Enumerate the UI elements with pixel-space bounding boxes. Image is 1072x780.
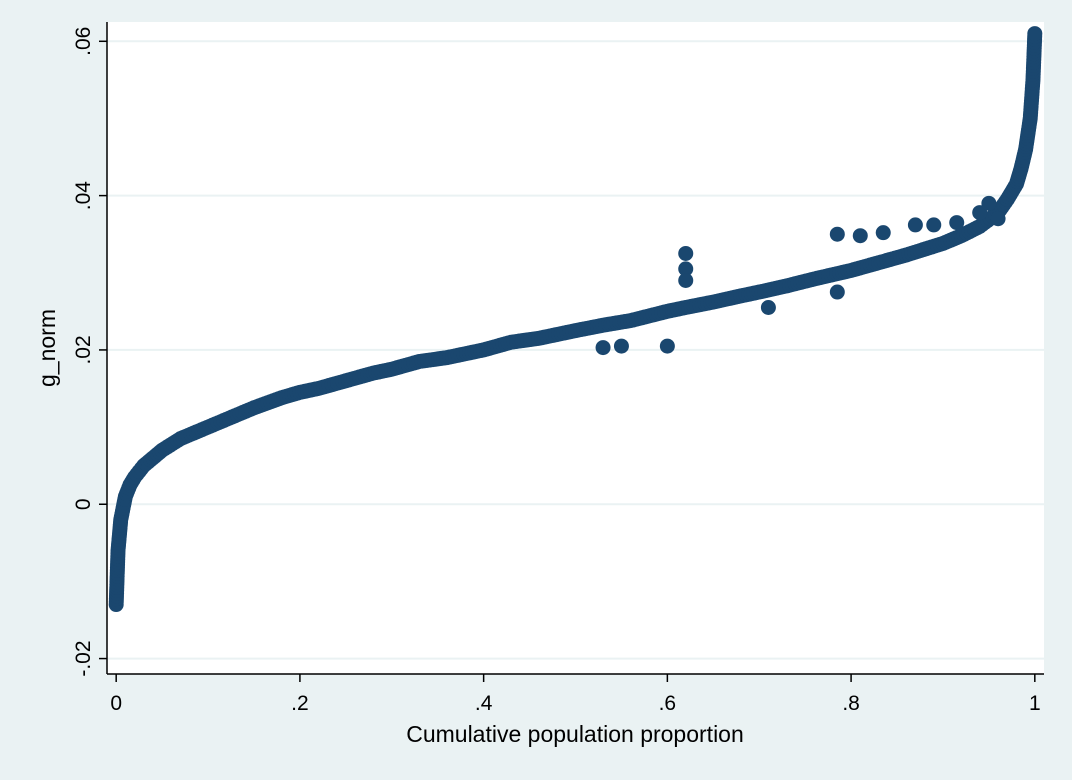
data-point-0-426 xyxy=(1027,26,1043,42)
x-tick-label-4: .8 xyxy=(842,692,860,715)
outlier-point-6 xyxy=(852,228,868,244)
outlier-point-2 xyxy=(678,272,694,288)
y-tick-label-4: .06 xyxy=(72,27,95,56)
x-tick-label-3: .6 xyxy=(659,692,677,715)
outlier-point-12 xyxy=(981,195,997,211)
outlier-point-15 xyxy=(760,299,776,315)
outlier-point-9 xyxy=(926,217,942,233)
outlier-point-1 xyxy=(678,261,694,277)
x-tick-label-0: 0 xyxy=(110,692,122,715)
y-tick-label-3: .04 xyxy=(72,181,95,211)
outlier-point-3 xyxy=(595,340,611,356)
outlier-point-7 xyxy=(875,225,891,241)
x-axis-title: Cumulative population proportion xyxy=(406,721,744,747)
x-tick-label-1: .2 xyxy=(291,692,309,715)
outlier-point-5 xyxy=(829,226,845,242)
y-tick-label-1: 0 xyxy=(72,498,95,510)
gridlines xyxy=(107,40,1044,660)
plot-background xyxy=(107,22,1044,674)
y-tick-label-0: -.02 xyxy=(72,640,95,676)
outlier-point-0 xyxy=(678,245,694,261)
outlier-point-11 xyxy=(972,205,988,221)
outlier-point-10 xyxy=(949,215,965,231)
y-axis-title: g_norm xyxy=(34,309,60,387)
outlier-point-16 xyxy=(613,338,629,354)
x-axis-ticks: 0 .2 .4 .6 .8 1 xyxy=(110,674,1041,715)
x-tick-label-5: 1 xyxy=(1029,692,1041,715)
x-tick-label-2: .4 xyxy=(475,692,493,715)
outlier-point-13 xyxy=(990,211,1006,227)
outlier-point-14 xyxy=(829,284,845,300)
outlier-point-4 xyxy=(659,338,675,354)
outlier-point-8 xyxy=(907,217,923,233)
data-points xyxy=(108,26,1043,613)
y-axis-ticks: -.02 0 .02 .04 .06 xyxy=(72,27,107,677)
y-tick-label-2: .02 xyxy=(72,335,95,364)
